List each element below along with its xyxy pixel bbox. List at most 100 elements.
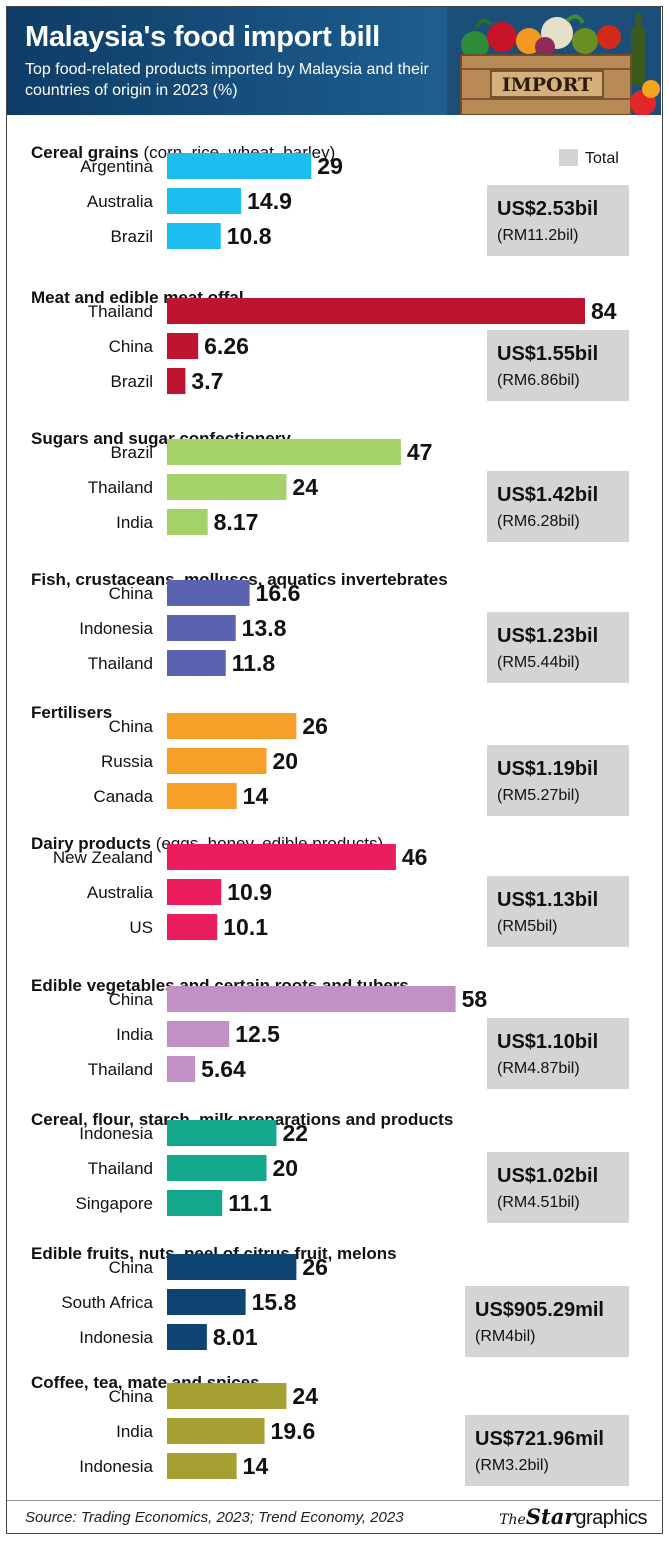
- category-title: Fish, crustaceans, molluscs, aquatics in…: [31, 570, 448, 589]
- country-label: Thailand: [88, 1159, 153, 1178]
- category-title: Edible fruits, nuts, peel of citrus frui…: [31, 1244, 397, 1263]
- total-value: US$1.10bil: [497, 1031, 598, 1053]
- data-bar: [167, 844, 396, 870]
- brand-graphics: graphics: [575, 1507, 647, 1529]
- data-bar: [167, 1418, 265, 1444]
- category-title: Cereal, flour, starch, milk preparations…: [31, 1110, 453, 1129]
- country-label: US: [129, 918, 153, 937]
- data-label: 84: [591, 298, 617, 324]
- data-label: 14: [243, 783, 269, 809]
- data-label: 29: [317, 153, 343, 179]
- category-name: Fish, crustaceans, molluscs, aquatics in…: [31, 570, 448, 589]
- data-label: 5.64: [201, 1056, 246, 1082]
- source-note: Source: Trading Economics, 2023; Trend E…: [25, 1509, 404, 1526]
- country-label: New Zealand: [53, 848, 153, 867]
- total-local-value: (RM4bil): [475, 1328, 535, 1345]
- data-label: 47: [407, 439, 433, 465]
- data-bar: [167, 368, 186, 394]
- total-value: US$721.96mil: [475, 1428, 604, 1450]
- country-label: China: [109, 1387, 154, 1406]
- data-label: 12.5: [235, 1021, 280, 1047]
- data-bar: [167, 914, 218, 940]
- data-bar: [167, 188, 242, 214]
- data-label: 22: [282, 1120, 308, 1146]
- data-label: 10.8: [227, 223, 272, 249]
- data-label: 10.1: [223, 914, 268, 940]
- data-bar: [167, 1254, 297, 1280]
- total-box: [487, 471, 629, 542]
- country-label: Indonesia: [79, 619, 153, 638]
- data-bar: [167, 509, 208, 535]
- country-label: Brazil: [110, 443, 153, 462]
- country-label: China: [109, 1258, 154, 1277]
- data-label: 20: [273, 748, 299, 774]
- country-label: India: [116, 513, 153, 532]
- data-bar: [167, 474, 287, 500]
- data-label: 11.1: [228, 1190, 272, 1216]
- total-value: US$1.13bil: [497, 889, 598, 911]
- category-group: Edible fruits, nuts, peel of citrus frui…: [31, 1244, 629, 1357]
- country-label: China: [109, 337, 154, 356]
- brand-star: Star: [525, 1504, 576, 1529]
- total-value: US$905.29mil: [475, 1299, 604, 1321]
- country-label: South Africa: [61, 1293, 153, 1312]
- footer: Source: Trading Economics, 2023; Trend E…: [7, 1500, 661, 1533]
- total-local-value: (RM4.87bil): [497, 1060, 580, 1077]
- total-box: [487, 330, 629, 401]
- country-label: Argentina: [80, 157, 153, 176]
- data-label: 14.9: [247, 188, 292, 214]
- crate-label: IMPORT: [502, 74, 592, 96]
- data-label: 58: [462, 986, 488, 1012]
- country-label: Thailand: [88, 1060, 153, 1079]
- data-label: 26: [302, 713, 328, 739]
- total-value: US$2.53bil: [497, 198, 598, 220]
- total-local-value: (RM5.27bil): [497, 787, 580, 804]
- category-group: Cereal grains (corn, rice, wheat, barley…: [31, 143, 629, 256]
- produce-crate-illustration: IMPORT: [447, 7, 661, 115]
- brand-logo: TheStargraphics: [499, 1504, 647, 1530]
- category-group: Dairy products (eggs, honey, edible prod…: [31, 834, 629, 947]
- data-label: 8.01: [213, 1324, 258, 1350]
- infographic: Malaysia's food import bill Top food-rel…: [6, 6, 663, 1534]
- data-bar: [167, 986, 456, 1012]
- country-label: China: [109, 990, 154, 1009]
- category-name: Cereal, flour, starch, milk preparations…: [31, 1110, 453, 1129]
- data-label: 10.9: [227, 879, 272, 905]
- import-bar-chart: Total Cereal grains (corn, rice, wheat, …: [31, 143, 629, 1486]
- data-label: 20: [273, 1155, 299, 1181]
- data-label: 6.26: [204, 333, 249, 359]
- country-label: Singapore: [75, 1194, 153, 1213]
- country-label: India: [116, 1422, 153, 1441]
- legend-total-swatch: [559, 149, 578, 166]
- country-label: Thailand: [88, 302, 153, 321]
- category-group: Edible vegetables and certain roots and …: [31, 976, 629, 1089]
- category-name: Dairy products: [31, 834, 151, 853]
- total-value: US$1.23bil: [497, 625, 598, 647]
- total-value: US$1.02bil: [497, 1165, 598, 1187]
- total-box: [487, 1018, 629, 1089]
- data-label: 46: [402, 844, 428, 870]
- data-bar: [167, 1155, 267, 1181]
- total-box: [487, 876, 629, 947]
- data-bar: [167, 615, 236, 641]
- total-local-value: (RM6.86bil): [497, 372, 580, 389]
- country-label: Thailand: [88, 654, 153, 673]
- header-banner: Malaysia's food import bill Top food-rel…: [7, 7, 661, 115]
- total-local-value: (RM11.2bil): [497, 227, 579, 244]
- data-bar: [167, 1120, 277, 1146]
- data-bar: [167, 1021, 230, 1047]
- data-bar: [167, 1383, 287, 1409]
- data-bar: [167, 1324, 207, 1350]
- country-label: China: [109, 584, 154, 603]
- total-value: US$1.19bil: [497, 758, 598, 780]
- category-group: Fish, crustaceans, molluscs, aquatics in…: [31, 570, 629, 683]
- country-label: Brazil: [110, 372, 153, 391]
- total-value: US$1.42bil: [497, 484, 598, 506]
- data-bar: [167, 439, 401, 465]
- total-local-value: (RM6.28bil): [497, 513, 580, 530]
- total-box: [465, 1286, 629, 1357]
- data-bar: [167, 1453, 237, 1479]
- data-bar: [167, 748, 267, 774]
